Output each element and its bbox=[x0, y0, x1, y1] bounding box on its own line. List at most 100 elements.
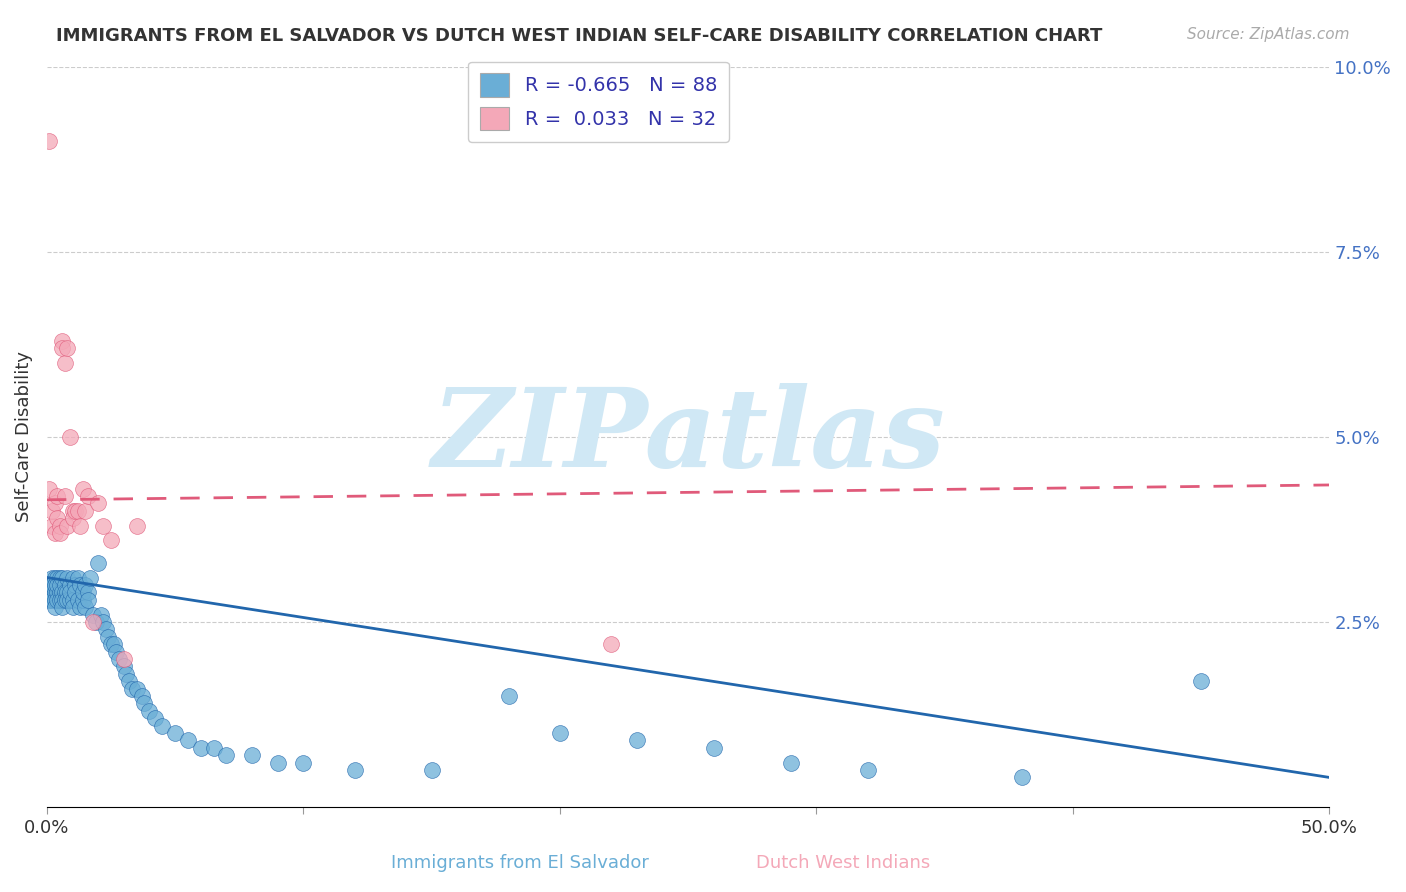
Point bbox=[41, 518, 63, 533]
Point bbox=[63, 504, 86, 518]
Point bbox=[72, 482, 94, 496]
Point bbox=[215, 748, 238, 763]
Point bbox=[41, 585, 63, 599]
Point bbox=[44, 578, 66, 592]
Point bbox=[66, 592, 89, 607]
Point bbox=[63, 585, 86, 599]
Point bbox=[44, 496, 66, 510]
Point bbox=[41, 578, 63, 592]
Legend: R = -0.665   N = 88, R =  0.033   N = 32: R = -0.665 N = 88, R = 0.033 N = 32 bbox=[468, 62, 728, 142]
Point bbox=[48, 518, 70, 533]
Point bbox=[87, 556, 110, 570]
Point bbox=[51, 341, 73, 355]
Point bbox=[56, 570, 79, 584]
Point bbox=[125, 518, 148, 533]
Point bbox=[38, 592, 60, 607]
Text: Dutch West Indians: Dutch West Indians bbox=[756, 855, 931, 872]
Point bbox=[94, 623, 117, 637]
Point bbox=[51, 600, 73, 615]
Point bbox=[77, 592, 100, 607]
Point bbox=[46, 489, 69, 503]
Text: Immigrants from El Salvador: Immigrants from El Salvador bbox=[391, 855, 650, 872]
Point bbox=[87, 496, 110, 510]
Point bbox=[53, 585, 76, 599]
Point bbox=[56, 592, 79, 607]
Point bbox=[51, 585, 73, 599]
Point bbox=[143, 711, 166, 725]
Point bbox=[105, 644, 128, 658]
Point bbox=[69, 578, 91, 592]
Point bbox=[51, 570, 73, 584]
Point bbox=[44, 592, 66, 607]
Point bbox=[44, 585, 66, 599]
Point bbox=[77, 585, 100, 599]
Point bbox=[62, 592, 84, 607]
Point bbox=[856, 763, 879, 777]
Point bbox=[548, 726, 571, 740]
Point bbox=[150, 718, 173, 732]
Point bbox=[420, 763, 443, 777]
Point bbox=[103, 637, 125, 651]
Point bbox=[53, 489, 76, 503]
Point bbox=[44, 600, 66, 615]
Point bbox=[41, 592, 63, 607]
Text: IMMIGRANTS FROM EL SALVADOR VS DUTCH WEST INDIAN SELF-CARE DISABILITY CORRELATIO: IMMIGRANTS FROM EL SALVADOR VS DUTCH WES… bbox=[56, 27, 1102, 45]
Point bbox=[165, 726, 187, 740]
Point bbox=[62, 600, 84, 615]
Point bbox=[90, 607, 112, 622]
Point bbox=[267, 756, 290, 770]
Point bbox=[82, 607, 104, 622]
Point bbox=[48, 526, 70, 541]
Point bbox=[59, 430, 82, 444]
Point bbox=[48, 570, 70, 584]
Point bbox=[82, 615, 104, 629]
Point bbox=[62, 504, 84, 518]
Point bbox=[97, 630, 120, 644]
Point bbox=[131, 689, 153, 703]
Point bbox=[51, 334, 73, 348]
Point bbox=[63, 578, 86, 592]
Point bbox=[79, 570, 101, 584]
Point bbox=[100, 637, 122, 651]
Point bbox=[41, 504, 63, 518]
Point bbox=[177, 733, 200, 747]
Point bbox=[48, 585, 70, 599]
Point bbox=[240, 748, 263, 763]
Point bbox=[626, 733, 648, 747]
Point bbox=[75, 578, 97, 592]
Point bbox=[53, 592, 76, 607]
Point bbox=[134, 697, 156, 711]
Point bbox=[48, 592, 70, 607]
Text: ZIPatlas: ZIPatlas bbox=[432, 383, 945, 491]
Point bbox=[62, 511, 84, 525]
Point bbox=[53, 578, 76, 592]
Point bbox=[125, 681, 148, 696]
Text: Source: ZipAtlas.com: Source: ZipAtlas.com bbox=[1187, 27, 1350, 42]
Point bbox=[66, 504, 89, 518]
Point bbox=[190, 740, 212, 755]
Point bbox=[84, 615, 107, 629]
Point bbox=[51, 592, 73, 607]
Point bbox=[498, 689, 520, 703]
Point bbox=[46, 570, 69, 584]
Point bbox=[46, 585, 69, 599]
Point bbox=[44, 526, 66, 541]
Point bbox=[600, 637, 623, 651]
Point bbox=[38, 134, 60, 148]
Point bbox=[112, 659, 135, 673]
Point bbox=[48, 578, 70, 592]
Point bbox=[66, 570, 89, 584]
Point bbox=[112, 652, 135, 666]
Point bbox=[91, 518, 114, 533]
Point bbox=[77, 489, 100, 503]
Point bbox=[72, 585, 94, 599]
Point bbox=[56, 585, 79, 599]
Point bbox=[779, 756, 801, 770]
Y-axis label: Self-Care Disability: Self-Care Disability bbox=[15, 351, 32, 523]
Point bbox=[115, 666, 138, 681]
Point bbox=[121, 681, 143, 696]
Point bbox=[38, 578, 60, 592]
Point bbox=[59, 585, 82, 599]
Point bbox=[202, 740, 225, 755]
Point bbox=[75, 600, 97, 615]
